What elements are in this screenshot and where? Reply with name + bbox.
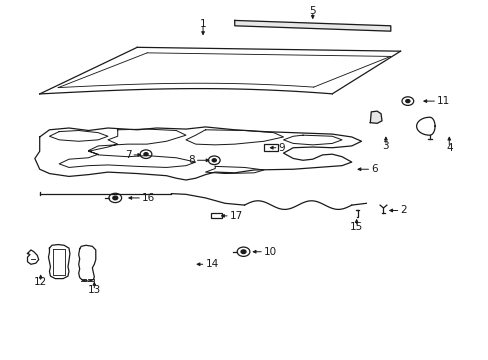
Text: 17: 17 [229, 211, 243, 221]
Circle shape [143, 153, 148, 156]
Text: 1: 1 [199, 19, 206, 29]
Circle shape [113, 196, 118, 200]
Text: 14: 14 [205, 259, 218, 269]
Text: 4: 4 [445, 143, 452, 153]
Bar [211, 213, 222, 219]
Text: 15: 15 [349, 222, 363, 231]
Text: 8: 8 [188, 155, 194, 165]
Circle shape [405, 100, 409, 103]
Text: 5: 5 [309, 6, 315, 17]
Circle shape [241, 250, 245, 253]
Text: 11: 11 [436, 96, 449, 106]
Text: 3: 3 [382, 141, 388, 151]
Text: 9: 9 [278, 143, 285, 153]
Circle shape [212, 159, 216, 162]
Text: 7: 7 [124, 150, 131, 160]
Text: 12: 12 [34, 277, 47, 287]
Text: 10: 10 [264, 247, 277, 257]
Polygon shape [234, 21, 390, 31]
Bar [264, 144, 277, 150]
Text: 13: 13 [87, 285, 101, 296]
Polygon shape [369, 111, 381, 123]
Text: 6: 6 [370, 164, 377, 174]
Text: 16: 16 [142, 193, 155, 203]
Text: 2: 2 [400, 206, 407, 216]
